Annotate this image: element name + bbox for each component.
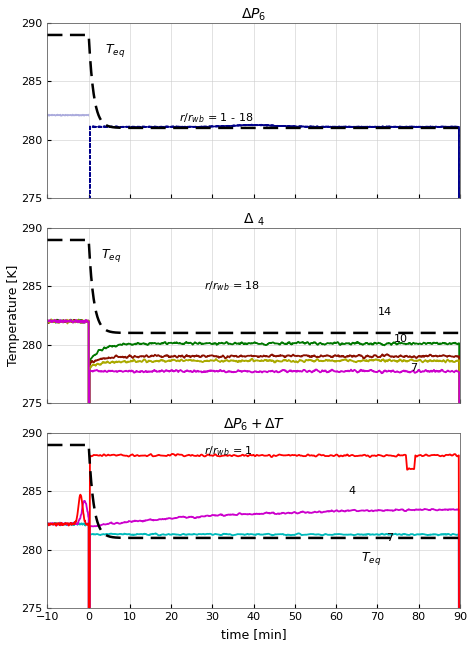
Text: 7: 7 — [410, 364, 418, 373]
Text: $T_{eq}$: $T_{eq}$ — [105, 42, 126, 59]
Title: $\Delta P_6$: $\Delta P_6$ — [241, 7, 266, 23]
X-axis label: time [min]: time [min] — [221, 628, 286, 641]
Text: $T_{eq}$: $T_{eq}$ — [101, 247, 121, 264]
Title: $\Delta P_6+\Delta T$: $\Delta P_6+\Delta T$ — [223, 417, 285, 434]
Title: $\Delta \ _4$: $\Delta \ _4$ — [243, 212, 264, 228]
Text: $T_{eq}$: $T_{eq}$ — [361, 550, 381, 567]
Text: 4: 4 — [348, 487, 356, 496]
Text: $r/r_{wb}$ = 1: $r/r_{wb}$ = 1 — [204, 445, 253, 458]
Text: $r/r_{wb}$ = 18: $r/r_{wb}$ = 18 — [204, 279, 261, 293]
Y-axis label: Temperature [K]: Temperature [K] — [7, 265, 20, 366]
Text: 7: 7 — [386, 533, 393, 544]
Text: $r/r_{wb}$ = 1 - 18: $r/r_{wb}$ = 1 - 18 — [180, 111, 254, 124]
Text: 14: 14 — [377, 308, 392, 318]
Text: 10: 10 — [394, 334, 408, 343]
